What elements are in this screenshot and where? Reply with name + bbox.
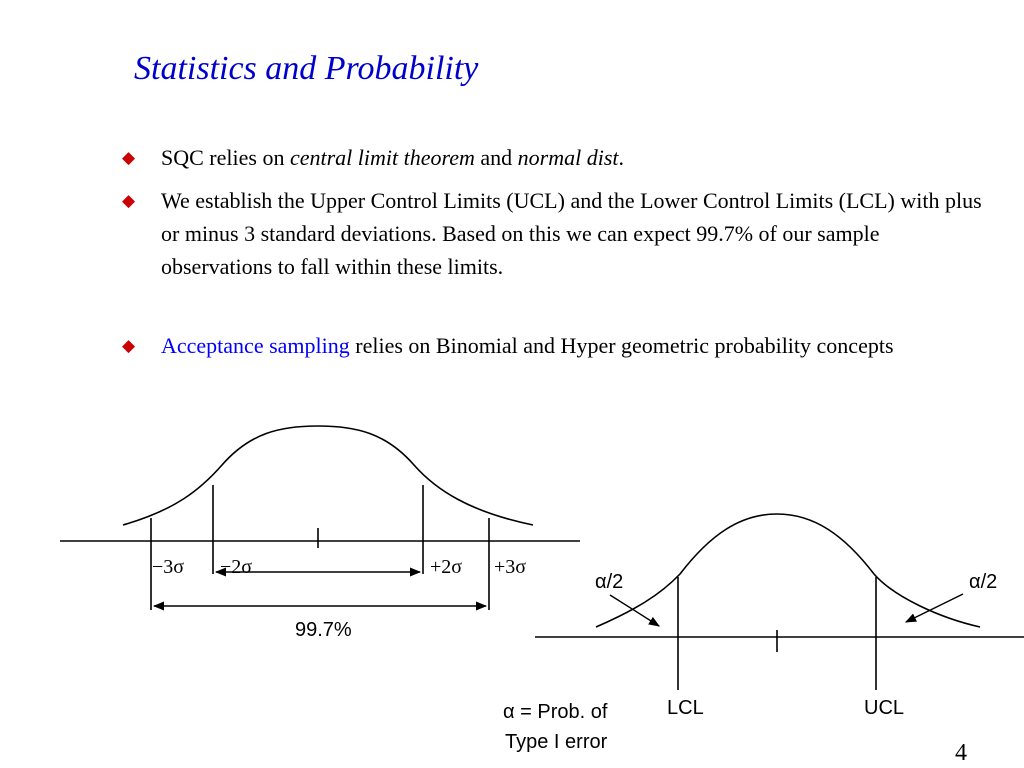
left-bell-curve [122,425,534,526]
left-diagram-labels: −3σ −2σ +2σ +3σ 99.7% [152,556,526,641]
right-normal-diagram [535,513,1024,690]
type-one-error-line1: α = Prob. of [503,701,608,723]
bullet-acceptance-sampling: ◆ Acceptance sampling relies on Binomial… [120,327,960,365]
right-tail-arrow [904,593,964,623]
diamond-bullet-icon: ◆ [122,148,136,167]
bullet-text: We establish the Upper Control Limits (U… [161,188,982,279]
percent-range-label: 99.7% [295,619,352,641]
bullet-text-pre: SQC relies on [161,145,290,170]
diamond-bullet-icon: ◆ [122,336,136,355]
bullet-text-mid: and [474,145,518,170]
bullet-term-clt: central limit theorem [289,145,475,170]
lcl-label: LCL [667,697,704,719]
bullet-text-rest: relies on Binomial and Hyper geometric p… [349,333,894,358]
bullet-control-limits: ◆ We establish the Upper Control Limits … [120,184,990,283]
minus2-sigma-label: −2σ [220,556,252,578]
alpha-half-left-label: α/2 [595,571,623,593]
left-normal-diagram [60,425,580,611]
page-number: 4 [955,740,967,766]
slide-title: Statistics and Probability [134,50,479,87]
acceptance-sampling-link[interactable]: Acceptance sampling [161,333,350,358]
bullet-term-normal: normal dist [517,145,619,170]
right-bell-curve [595,513,981,628]
bullet-text: SQC relies on central limit theorem and … [161,141,920,174]
right-diagram-labels: α/2 α/2 LCL UCL α = Prob. of Type I erro… [503,571,997,753]
bullet-text: Acceptance sampling relies on Binomial a… [161,327,960,365]
plus3-sigma-label: +3σ [494,556,526,578]
minus3-sigma-label: −3σ [152,556,184,578]
left-tail-arrow [609,594,660,627]
bullet-clt: ◆ SQC relies on central limit theorem an… [120,141,920,174]
ucl-label: UCL [864,697,904,719]
plus2-sigma-label: +2σ [430,556,462,578]
type-one-error-line2: Type I error [505,731,608,753]
alpha-half-right-label: α/2 [969,571,997,593]
diamond-bullet-icon: ◆ [122,191,136,210]
bullet-text-post: . [618,145,625,170]
